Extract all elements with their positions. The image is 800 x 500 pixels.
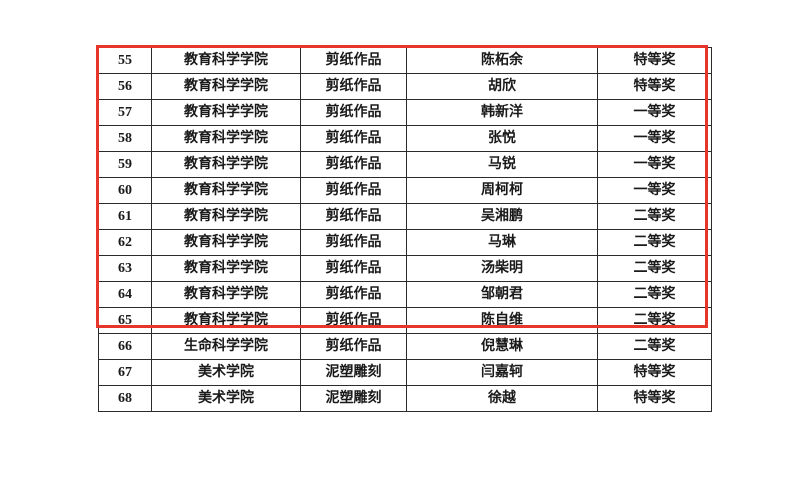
award-table-body: 55 教育科学学院 剪纸作品 陈柘余 特等奖 56 教育科学学院 剪纸作品 胡欣… [98, 47, 712, 412]
award-table-container: 55 教育科学学院 剪纸作品 陈柘余 特等奖 56 教育科学学院 剪纸作品 胡欣… [98, 47, 712, 412]
row-award: 一等奖 [597, 177, 712, 204]
row-award: 一等奖 [597, 99, 712, 126]
table-row: 58 教育科学学院 剪纸作品 张悦 一等奖 [98, 125, 712, 152]
row-work: 泥塑雕刻 [300, 359, 407, 386]
row-award: 特等奖 [597, 359, 712, 386]
row-work: 泥塑雕刻 [300, 385, 407, 412]
row-award: 二等奖 [597, 333, 712, 360]
row-award: 一等奖 [597, 151, 712, 178]
row-name: 陈柘余 [406, 47, 598, 74]
table-row: 57 教育科学学院 剪纸作品 韩新洋 一等奖 [98, 99, 712, 126]
row-award: 特等奖 [597, 73, 712, 100]
row-dept: 教育科学学院 [151, 307, 301, 334]
row-name: 陈自维 [406, 307, 598, 334]
row-work: 剪纸作品 [300, 99, 407, 126]
row-work: 剪纸作品 [300, 307, 407, 334]
row-name: 胡欣 [406, 73, 598, 100]
row-name: 周柯柯 [406, 177, 598, 204]
award-table: 55 教育科学学院 剪纸作品 陈柘余 特等奖 56 教育科学学院 剪纸作品 胡欣… [98, 47, 712, 412]
row-number: 66 [98, 333, 152, 360]
row-number: 57 [98, 99, 152, 126]
row-number: 67 [98, 359, 152, 386]
row-work: 剪纸作品 [300, 255, 407, 282]
row-name: 张悦 [406, 125, 598, 152]
table-row: 65 教育科学学院 剪纸作品 陈自维 二等奖 [98, 307, 712, 334]
row-work: 剪纸作品 [300, 229, 407, 256]
row-award: 二等奖 [597, 281, 712, 308]
row-name: 邹朝君 [406, 281, 598, 308]
row-dept: 教育科学学院 [151, 99, 301, 126]
row-number: 68 [98, 385, 152, 412]
row-dept: 教育科学学院 [151, 47, 301, 74]
table-row: 60 教育科学学院 剪纸作品 周柯柯 一等奖 [98, 177, 712, 204]
row-name: 马锐 [406, 151, 598, 178]
table-row: 62 教育科学学院 剪纸作品 马琳 二等奖 [98, 229, 712, 256]
row-number: 60 [98, 177, 152, 204]
row-number: 62 [98, 229, 152, 256]
row-name: 徐越 [406, 385, 598, 412]
table-row: 66 生命科学学院 剪纸作品 倪慧琳 二等奖 [98, 333, 712, 360]
row-work: 剪纸作品 [300, 73, 407, 100]
table-row: 68 美术学院 泥塑雕刻 徐越 特等奖 [98, 385, 712, 412]
row-work: 剪纸作品 [300, 281, 407, 308]
row-work: 剪纸作品 [300, 47, 407, 74]
row-name: 闫嘉轲 [406, 359, 598, 386]
row-award: 一等奖 [597, 125, 712, 152]
table-row: 67 美术学院 泥塑雕刻 闫嘉轲 特等奖 [98, 359, 712, 386]
row-dept: 教育科学学院 [151, 255, 301, 282]
row-award: 特等奖 [597, 385, 712, 412]
row-name: 倪慧琳 [406, 333, 598, 360]
row-dept: 教育科学学院 [151, 203, 301, 230]
row-award: 二等奖 [597, 203, 712, 230]
row-number: 55 [98, 47, 152, 74]
row-award: 特等奖 [597, 47, 712, 74]
row-dept: 教育科学学院 [151, 73, 301, 100]
row-award: 二等奖 [597, 255, 712, 282]
row-work: 剪纸作品 [300, 177, 407, 204]
row-number: 58 [98, 125, 152, 152]
row-award: 二等奖 [597, 307, 712, 334]
table-row: 59 教育科学学院 剪纸作品 马锐 一等奖 [98, 151, 712, 178]
row-number: 56 [98, 73, 152, 100]
row-name: 汤柴明 [406, 255, 598, 282]
row-work: 剪纸作品 [300, 125, 407, 152]
row-number: 64 [98, 281, 152, 308]
row-name: 吴湘鹏 [406, 203, 598, 230]
row-dept: 教育科学学院 [151, 281, 301, 308]
row-number: 59 [98, 151, 152, 178]
row-dept: 生命科学学院 [151, 333, 301, 360]
table-row: 61 教育科学学院 剪纸作品 吴湘鹏 二等奖 [98, 203, 712, 230]
row-number: 63 [98, 255, 152, 282]
row-work: 剪纸作品 [300, 203, 407, 230]
row-number: 61 [98, 203, 152, 230]
row-work: 剪纸作品 [300, 151, 407, 178]
table-row: 55 教育科学学院 剪纸作品 陈柘余 特等奖 [98, 47, 712, 74]
row-name: 韩新洋 [406, 99, 598, 126]
row-dept: 教育科学学院 [151, 229, 301, 256]
row-number: 65 [98, 307, 152, 334]
table-row: 63 教育科学学院 剪纸作品 汤柴明 二等奖 [98, 255, 712, 282]
row-work: 剪纸作品 [300, 333, 407, 360]
row-dept: 教育科学学院 [151, 125, 301, 152]
row-dept: 美术学院 [151, 385, 301, 412]
table-row: 64 教育科学学院 剪纸作品 邹朝君 二等奖 [98, 281, 712, 308]
row-name: 马琳 [406, 229, 598, 256]
row-dept: 美术学院 [151, 359, 301, 386]
table-row: 56 教育科学学院 剪纸作品 胡欣 特等奖 [98, 73, 712, 100]
row-award: 二等奖 [597, 229, 712, 256]
row-dept: 教育科学学院 [151, 177, 301, 204]
row-dept: 教育科学学院 [151, 151, 301, 178]
